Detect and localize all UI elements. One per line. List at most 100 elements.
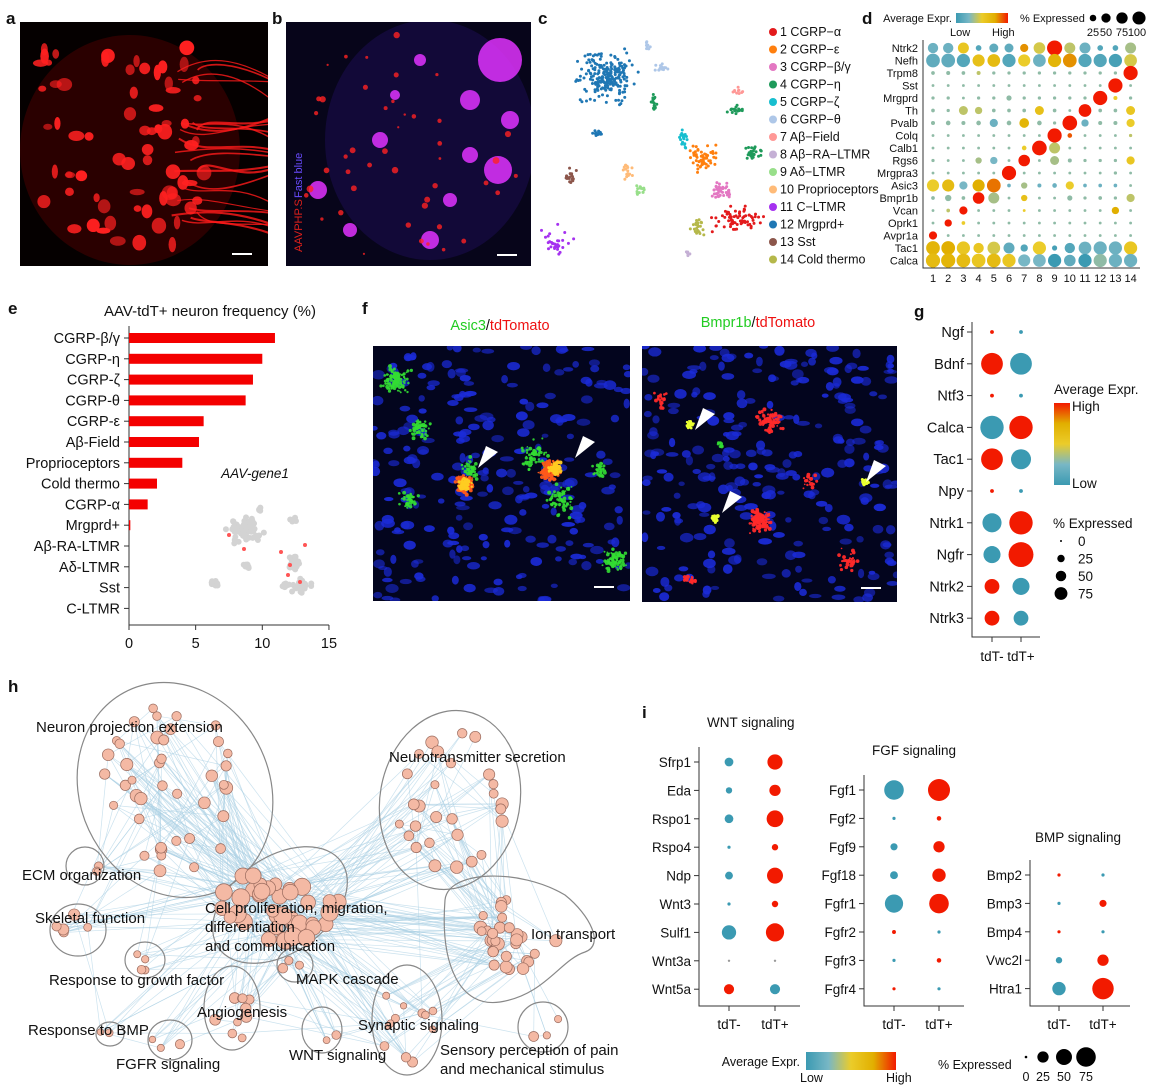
nucleus bbox=[561, 413, 576, 421]
tdtomato-signal bbox=[842, 555, 846, 559]
nucleus bbox=[468, 423, 480, 431]
umap-point-cluster-12 bbox=[602, 63, 606, 67]
fast-blue-neuron bbox=[478, 38, 522, 82]
umap-point-cluster-2 bbox=[713, 162, 717, 166]
network-edge bbox=[218, 741, 339, 903]
aav-labeled-cell bbox=[403, 113, 406, 116]
network-edge bbox=[211, 775, 270, 940]
probe-signal-green bbox=[551, 503, 554, 506]
network-node bbox=[495, 900, 508, 913]
umap-point-cluster-12 bbox=[600, 93, 604, 97]
nucleus bbox=[718, 361, 725, 371]
umap-point-cluster-12 bbox=[590, 81, 594, 85]
probe-signal-green bbox=[468, 455, 473, 459]
tdtomato-signal bbox=[762, 422, 765, 425]
aav-labeled-cell bbox=[382, 148, 388, 154]
nucleus bbox=[544, 392, 556, 400]
network-node bbox=[109, 800, 119, 810]
labeled-neuron bbox=[196, 165, 212, 181]
gene-label: Nefh bbox=[895, 56, 918, 68]
labeled-neuron bbox=[141, 144, 154, 156]
legend-size-label: 75 bbox=[1116, 27, 1128, 39]
umap-point-cluster-12 bbox=[578, 98, 582, 102]
tdtomato-signal bbox=[462, 490, 466, 494]
probe-signal-green bbox=[466, 467, 469, 470]
subplot-title: WNT signaling bbox=[707, 715, 795, 730]
nucleus bbox=[642, 532, 649, 543]
dot-Th-cluster-8 bbox=[1034, 106, 1044, 115]
tdtomato-signal bbox=[849, 565, 852, 568]
network-node bbox=[223, 910, 237, 924]
labeled-neuron bbox=[37, 195, 51, 209]
labeled-neuron bbox=[139, 62, 151, 75]
tdtomato-signal bbox=[774, 413, 778, 417]
network-edge bbox=[126, 721, 135, 765]
umap-point-cluster-12 bbox=[599, 52, 603, 56]
probe-signal-green bbox=[526, 446, 529, 448]
probe-signal-green bbox=[413, 502, 417, 506]
nucleus bbox=[447, 399, 459, 407]
nucleus bbox=[437, 498, 445, 504]
network-node bbox=[174, 1039, 185, 1050]
gene-label: Asic3 bbox=[891, 181, 918, 193]
network-edge bbox=[425, 953, 535, 1016]
dot-Th-cluster-3 bbox=[958, 106, 968, 115]
umap-point-cluster-12 bbox=[613, 66, 617, 70]
probe-signal-green bbox=[424, 432, 427, 436]
gene-label: Ntrk3 bbox=[929, 611, 964, 627]
network-node bbox=[400, 1052, 412, 1063]
inset-umap-point bbox=[293, 559, 300, 566]
umap-point-cluster-12 bbox=[627, 59, 631, 63]
legend-swatch bbox=[769, 115, 777, 124]
legend-size-dot bbox=[1132, 11, 1146, 25]
nucleus bbox=[457, 431, 467, 438]
dot-Mrgprd-cluster-1 bbox=[931, 96, 935, 100]
nucleus bbox=[385, 583, 399, 593]
umap-point-cluster-3 bbox=[721, 187, 725, 191]
labeled-neuron bbox=[184, 140, 199, 151]
tdtomato-signal bbox=[763, 528, 768, 532]
tdtomato-signal bbox=[781, 426, 785, 431]
gene-label: Ngf bbox=[941, 325, 965, 341]
umap-point-cluster-12 bbox=[613, 55, 617, 59]
legend-pct-title: % Expressed bbox=[1020, 13, 1085, 25]
probe-signal-green bbox=[383, 374, 387, 377]
nucleus bbox=[570, 553, 583, 560]
network-node bbox=[450, 860, 464, 874]
legend-size-dot bbox=[1089, 14, 1097, 22]
umap-point-cluster-12 bbox=[623, 90, 627, 94]
dot-Mrgpra3-cluster-12 bbox=[1098, 171, 1102, 175]
nucleus bbox=[887, 368, 894, 374]
network-edge bbox=[412, 968, 524, 1063]
umap-point-cluster-4 bbox=[655, 102, 659, 106]
tdtomato-signal bbox=[691, 577, 694, 581]
umap-point-cluster-2 bbox=[696, 167, 700, 171]
labeled-neuron bbox=[153, 64, 161, 81]
dot-Calca-cluster-7 bbox=[1018, 254, 1031, 267]
panel-f-right-title: Bmpr1b/tdTomato bbox=[701, 315, 815, 331]
dot-Trpm8-cluster-12 bbox=[1098, 71, 1102, 75]
probe-signal-green bbox=[528, 446, 533, 451]
probe-signal-green bbox=[393, 372, 397, 376]
axis bbox=[863, 775, 964, 1007]
inset-umap-point bbox=[249, 534, 256, 541]
dot-Rgs6-cluster-3 bbox=[961, 159, 965, 162]
umap-point-cluster-12 bbox=[587, 68, 591, 72]
network-node bbox=[500, 950, 512, 962]
network-edge bbox=[435, 736, 476, 818]
network-edge bbox=[259, 804, 414, 895]
nucleus bbox=[793, 450, 803, 458]
umap-point-cluster-12 bbox=[596, 88, 600, 92]
nucleus bbox=[846, 362, 858, 370]
labeled-neuron bbox=[93, 193, 100, 203]
fast-blue-neuron bbox=[421, 231, 439, 249]
probe-signal-green bbox=[604, 469, 607, 472]
tdtomato-signal bbox=[688, 580, 691, 583]
probe-signal-green bbox=[560, 492, 564, 497]
umap-point-cluster-4 bbox=[729, 108, 733, 112]
nerve-fiber bbox=[192, 121, 268, 133]
group-label: tdT+ bbox=[1007, 649, 1035, 664]
dot-Nefh-cluster-2 bbox=[941, 53, 956, 68]
probe-signal-green bbox=[565, 502, 569, 506]
tdtomato-signal bbox=[682, 578, 687, 582]
